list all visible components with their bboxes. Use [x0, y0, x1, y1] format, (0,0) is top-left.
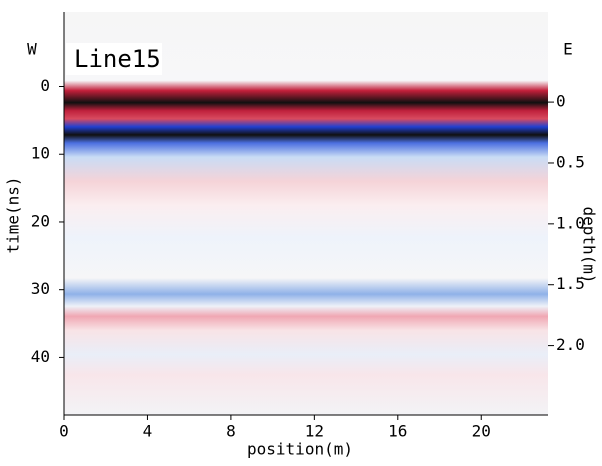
y-tick-label: 10: [31, 144, 50, 163]
radargram-image: [64, 12, 548, 415]
y-tick-label: 40: [31, 347, 50, 366]
y-tick-label: 20: [31, 211, 50, 230]
west-label: W: [27, 40, 37, 59]
y2-tick-label: 1.0: [556, 213, 585, 232]
chart-title: Line15: [74, 45, 161, 73]
y2-tick-label: 1.5: [556, 274, 585, 293]
title-box: [66, 43, 162, 75]
y-tick-label: 0: [40, 76, 50, 95]
y2-tick-label: 2.0: [556, 335, 585, 354]
x-tick-label: 20: [472, 422, 491, 441]
y-tick-label: 30: [31, 279, 50, 298]
y2-tick-label: 0: [556, 92, 566, 111]
x-tick-label: 0: [59, 422, 69, 441]
east-label: E: [563, 40, 573, 59]
x-tick-label: 12: [305, 422, 324, 441]
x-axis-label: position(m): [247, 440, 353, 459]
x-tick-label: 8: [226, 422, 236, 441]
x-tick-label: 16: [388, 422, 407, 441]
x-tick-label: 4: [143, 422, 153, 441]
y2-axis-label: depth(m): [580, 206, 599, 283]
y-axis-label: time(ns): [4, 176, 23, 253]
y2-tick-label: 0.5: [556, 152, 585, 171]
